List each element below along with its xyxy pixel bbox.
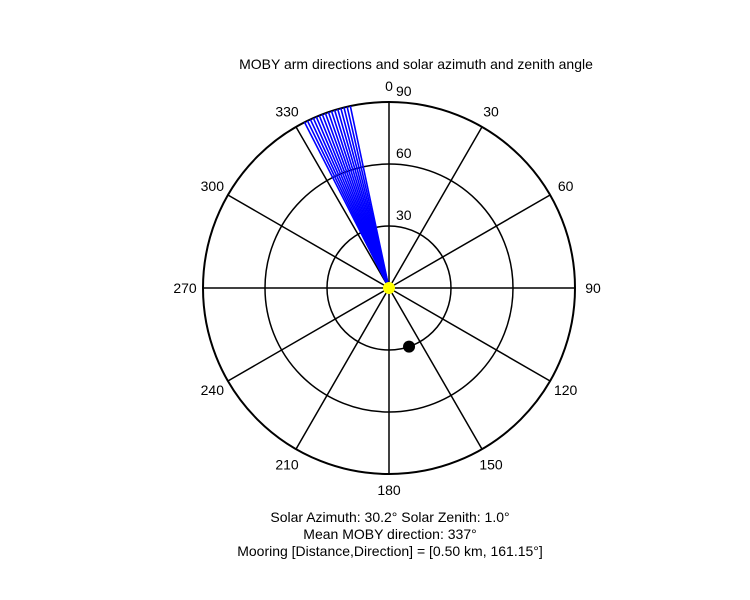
solar-caption: Solar Azimuth: 30.2° Solar Zenith: 1.0° (270, 509, 510, 525)
radial-label-90: 90 (396, 83, 412, 99)
angle-label-0: 0 (385, 78, 393, 94)
angle-label-30: 30 (483, 103, 499, 119)
markers (383, 282, 416, 353)
chart-title: MOBY arm directions and solar azimuth an… (239, 56, 593, 72)
spoke-150 (388, 287, 483, 450)
mean-direction-caption: Mean MOBY direction: 337° (303, 526, 477, 542)
angle-label-60: 60 (558, 178, 574, 194)
sun-position-marker (403, 340, 416, 353)
angle-label-270: 270 (173, 280, 197, 296)
angle-label-330: 330 (275, 103, 299, 119)
center-marker (383, 282, 395, 294)
mooring-caption: Mooring [Distance,Direction] = [0.50 km,… (237, 543, 543, 559)
angle-label-150: 150 (479, 457, 503, 473)
angle-label-180: 180 (377, 482, 401, 498)
angle-label-210: 210 (275, 457, 299, 473)
spoke-240 (227, 287, 390, 382)
spoke-300 (227, 194, 390, 289)
angle-spokes (203, 102, 575, 474)
radial-label-30: 30 (396, 207, 412, 223)
spoke-330 (295, 126, 390, 289)
arm-direction-lines (303, 105, 390, 289)
radial-labels: 30 60 90 (396, 83, 412, 223)
arm-direction-line-15 (349, 105, 390, 289)
angle-labels: 0 30 60 90 120 150 180 210 240 270 300 330 (173, 78, 601, 498)
angle-label-300: 300 (201, 178, 225, 194)
angle-label-120: 120 (554, 382, 578, 398)
spoke-120 (388, 287, 551, 382)
angle-label-240: 240 (201, 382, 225, 398)
spoke-210 (295, 287, 390, 450)
angle-label-90: 90 (585, 280, 601, 296)
spoke-30 (388, 126, 483, 289)
spoke-60 (388, 194, 551, 289)
radial-label-60: 60 (396, 145, 412, 161)
